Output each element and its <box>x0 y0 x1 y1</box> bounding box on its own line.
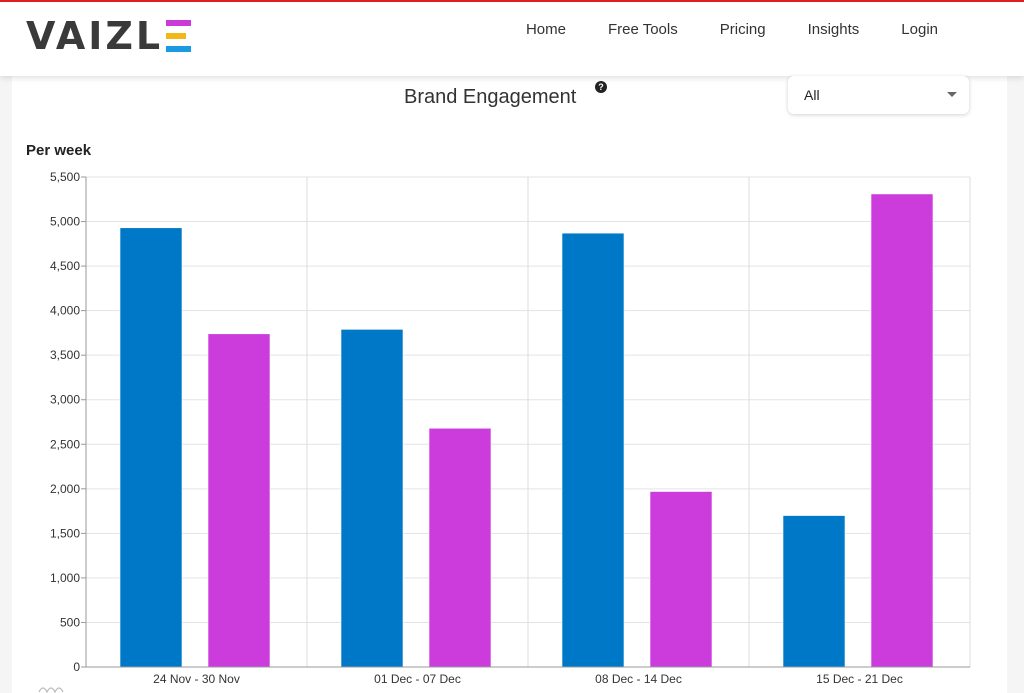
y-tick-label: 3,000 <box>50 393 80 407</box>
y-tick-label: 5,000 <box>50 215 80 229</box>
bar-series-2[interactable] <box>649 491 713 668</box>
y-tick-label: 1,500 <box>50 526 80 540</box>
bar-series-1[interactable] <box>119 227 183 668</box>
main-nav: Home Free Tools Pricing Insights Login <box>505 21 959 38</box>
bar-series-1[interactable] <box>782 515 846 668</box>
x-tick-label: 01 Dec - 07 Dec <box>374 672 461 686</box>
x-tick-label: 08 Dec - 14 Dec <box>595 672 682 686</box>
chart-title: Brand Engagement <box>404 86 577 108</box>
help-icon[interactable]: ? <box>595 81 607 93</box>
y-tick-label: 4,000 <box>50 304 80 318</box>
y-tick-label: 3,500 <box>50 348 80 362</box>
y-tick-label: 500 <box>60 615 80 629</box>
logo-text: VAIZL <box>26 14 164 58</box>
filter-selected-value: All <box>804 87 820 103</box>
bar-series-2[interactable] <box>207 333 271 668</box>
wave-icon <box>38 687 64 693</box>
nav-insights[interactable]: Insights <box>807 21 860 38</box>
y-tick-label: 5,500 <box>50 170 80 184</box>
filter-dropdown[interactable]: All <box>788 76 969 114</box>
y-axis-label: Per week <box>26 142 92 159</box>
y-tick-label: 2,500 <box>50 437 80 451</box>
bar-series-2[interactable] <box>428 427 492 668</box>
y-tick-label: 4,500 <box>50 259 80 273</box>
x-tick-label: 24 Nov - 30 Nov <box>153 672 240 686</box>
vaizle-logo[interactable]: VAIZL <box>26 14 192 58</box>
x-tick-label: 15 Dec - 21 Dec <box>816 672 903 686</box>
nav-free-tools[interactable]: Free Tools <box>607 21 678 38</box>
nav-login[interactable]: Login <box>901 21 938 38</box>
logo-e-mark <box>166 20 192 52</box>
nav-pricing[interactable]: Pricing <box>719 21 766 38</box>
top-accent-strip <box>0 0 1024 2</box>
site-header: VAIZL Home Free Tools Pricing Insights L… <box>0 2 1024 76</box>
bar-series-1[interactable] <box>561 232 625 668</box>
y-tick-label: 0 <box>73 660 80 674</box>
bar-series-1[interactable] <box>340 329 404 668</box>
y-tick-label: 2,000 <box>50 482 80 496</box>
nav-home[interactable]: Home <box>525 21 566 38</box>
bar-series-2[interactable] <box>870 193 934 668</box>
y-tick-label: 1,000 <box>50 571 80 585</box>
chevron-down-icon <box>947 92 957 97</box>
